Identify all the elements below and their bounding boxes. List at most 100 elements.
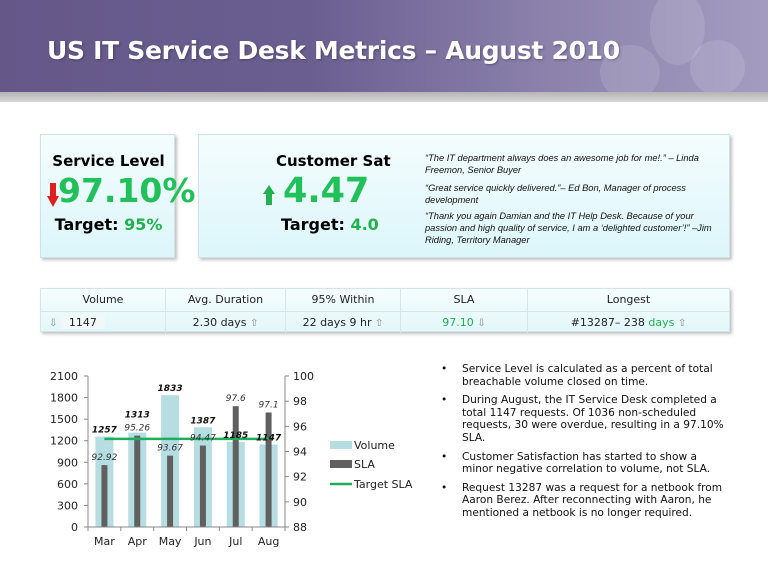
target-label: Target: [281,215,345,234]
arrow-up-icon: ⇧ [677,318,687,329]
target-value: 95% [124,215,163,234]
sla-data-label: 97.6 [226,394,246,404]
legend-volume-label: Volume [354,439,395,452]
left-tick-label: 1200 [50,435,78,448]
right-tick-label: 98 [293,395,307,408]
page-title: US IT Service Desk Metrics – August 2010 [47,36,620,65]
header-volume: Volume [41,289,166,311]
left-tick-label: 300 [57,499,78,512]
legend-sla-swatch [330,460,352,468]
service-level-target: Target: 95% [41,215,176,234]
x-tick-label: Jul [228,535,242,548]
bullet-icon: • [441,394,448,407]
service-level-card: Service Level 97.10% Target: 95% [40,134,195,258]
arrow-down-icon [47,183,59,207]
legend-volume-swatch [330,441,352,449]
sla-value: 97.10 [442,316,474,329]
target-value: 4.0 [350,215,379,234]
sla-bar [134,435,141,527]
right-tick-label: 94 [293,446,307,459]
bullet-icon: • [441,450,448,463]
header-avg-duration: Avg. Duration [166,289,286,311]
left-tick-label: 1500 [50,413,78,426]
legend-target-label: Target SLA [353,478,413,491]
sla-cell: 97.10 ⇩ [401,311,528,333]
avg-duration-cell: 2.30 days ⇧ [166,311,286,333]
bullet-icon: • [441,481,448,494]
sla-data-label: 92.92 [92,453,118,463]
customer-sat-target: Target: 4.0 [281,215,379,234]
volume-data-label: 1313 [125,411,150,421]
longest-cell: #13287– 238 days ⇧ [528,311,729,333]
right-tick-label: 100 [293,370,314,383]
list-item: • Request 13287 was a request for a netbo… [441,482,731,520]
sla-bar [232,406,239,527]
right-tick-label: 96 [293,420,307,433]
left-tick-label: 0 [71,521,78,534]
left-tick-label: 600 [57,478,78,491]
legend-sla-label: SLA [354,458,375,471]
volume-data-label: 1833 [158,384,183,394]
right-tick-label: 90 [293,496,307,509]
x-tick-label: Aug [258,535,279,548]
sla-data-label: 94.47 [190,434,216,444]
header-sla: SLA [401,289,528,311]
volume-data-label: 1387 [190,416,216,426]
metrics-table: Volume Avg. Duration 95% Within SLA Long… [40,288,730,333]
header-longest: Longest [606,293,651,306]
arrow-down-icon: ⇩ [49,318,58,329]
x-tick-label: Apr [128,535,148,548]
sla-bar [101,465,108,527]
decorative-petal [650,0,705,65]
list-item: • Service Level is calculated as a percen… [441,363,731,388]
volume-value: 1147 [60,316,105,329]
sla-bar [265,412,272,527]
volume-cell: ⇩ 1147 [41,311,166,333]
list-item: • During August, the IT Service Desk comp… [441,394,731,444]
title-banner: US IT Service Desk Metrics – August 2010 [0,0,768,100]
left-tick-label: 2100 [50,370,78,383]
customer-sat-card: Customer Sat 4.47 Target: 4.0 “The IT de… [198,134,730,258]
bullet-text: Service Level is calculated as a percent… [462,363,713,388]
arrow-up-icon [263,185,275,205]
customer-quote: “The IT department always does an awesom… [425,153,699,175]
service-level-label: Service Level [52,152,165,170]
arrow-up-icon: ⇧ [250,318,259,329]
volume-data-label: 1257 [92,426,118,436]
decorative-petal [600,45,660,100]
sla-data-label: 93.67 [157,444,183,454]
left-tick-label: 1800 [50,392,78,405]
volume-sla-chart: 0 300 600 900 1200 1500 1800 2100 88 90 92 94 96 98 10… [50,370,413,548]
bullet-text: Customer Satisfaction has started to sho… [462,450,711,476]
within95-cell: 22 days 9 hr ⇧ [286,311,401,333]
x-tick-label: May [159,535,182,548]
bullet-text: Request 13287 was a request for a netboo… [462,481,723,519]
customer-quote: “Thank you again Damian and the IT Help … [425,211,712,245]
customer-sat-label: Customer Sat [276,152,391,170]
service-level-value: 97.10% [58,171,196,210]
list-item: • Customer Satisfaction has started to sh… [441,451,731,476]
target-label: Target: [54,215,119,234]
volume-data-label: 1185 [223,431,248,441]
right-tick-label: 92 [293,471,307,484]
avg-duration-value: 2.30 days [192,316,247,329]
arrow-up-icon: ⇧ [375,318,384,329]
arrow-down-icon: ⇩ [477,318,486,329]
decorative-petal [690,40,745,95]
customer-sat-value: 4.47 [283,171,370,211]
sla-bar [199,445,206,527]
divider [0,92,768,102]
sla-bar [167,455,174,527]
header-95-within: 95% Within [286,289,401,311]
right-tick-label: 88 [293,521,307,534]
sla-data-label: 95.26 [124,424,150,434]
bullet-icon: • [441,363,448,375]
within95-value: 22 days 9 hr [302,316,372,329]
customer-quote: “Great service quickly delivered.”– Ed B… [425,183,686,205]
left-tick-label: 900 [57,456,78,469]
longest-value: #13287– 238 [570,316,645,329]
sla-data-label: 97.1 [259,400,279,410]
bullet-text: During August, the IT Service Desk compl… [462,394,724,444]
volume-data-label: 1147 [256,434,282,444]
notes-list: • Service Level is calculated as a percen… [441,363,731,526]
